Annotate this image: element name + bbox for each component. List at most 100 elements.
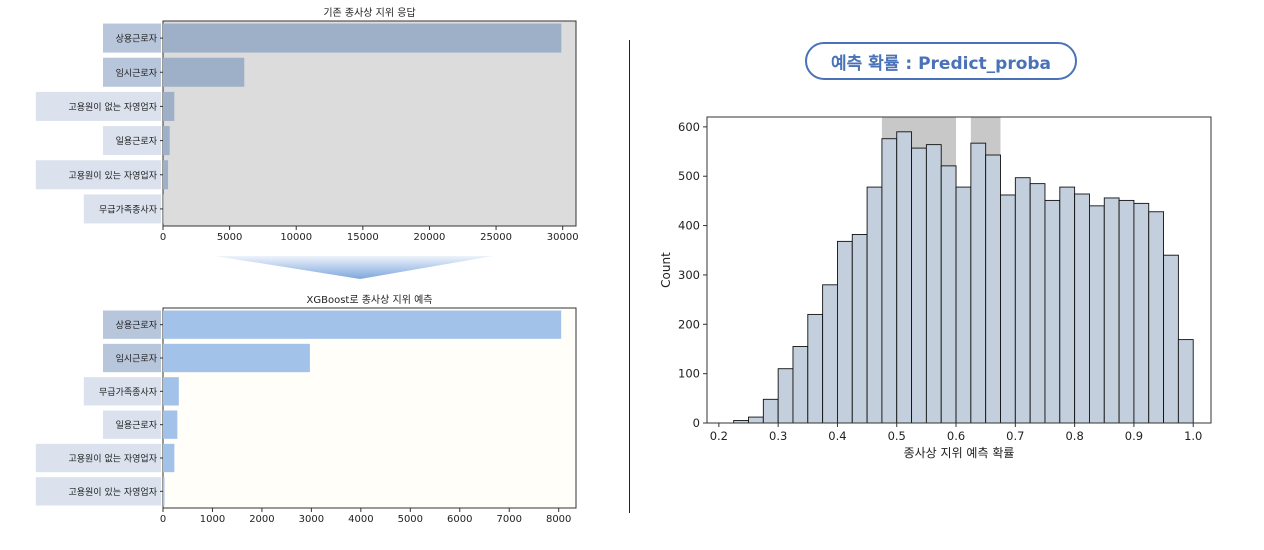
histogram-bar bbox=[807, 313, 824, 424]
histogram-xtick-label: 1.0 bbox=[1184, 429, 1202, 443]
top-chart-category-chip bbox=[35, 160, 161, 190]
histogram-xtick-label: 0.5 bbox=[888, 429, 906, 443]
histogram-bar bbox=[748, 416, 764, 424]
top-chart-xtick-label: 0 bbox=[160, 232, 166, 243]
bottom-chart-category-chip bbox=[103, 343, 161, 373]
histogram-ytick-label: 100 bbox=[678, 367, 700, 381]
bottom-chart-xtick-label: 5000 bbox=[398, 514, 423, 525]
funnel-arrow bbox=[215, 256, 493, 279]
top-chart-category-label: 상용근로자 bbox=[116, 34, 158, 45]
histogram-ytick-label: 200 bbox=[678, 317, 700, 331]
top-chart-xtick-label: 30000 bbox=[547, 232, 579, 243]
top-chart-xtick-label: 10000 bbox=[280, 232, 312, 243]
top-chart-title: 기존 종사상 지위 응답 bbox=[323, 6, 415, 19]
histogram-bar bbox=[1059, 186, 1076, 424]
histogram-xtick-label: 0.4 bbox=[828, 429, 846, 443]
top-chart-bar bbox=[163, 23, 562, 53]
bottom-chart-bar bbox=[163, 310, 562, 339]
bottom-chart-xtick-label: 1000 bbox=[200, 514, 225, 525]
predict-proba-badge: 예측 확률 : Predict_proba bbox=[805, 42, 1077, 80]
bottom-chart-xtick-label: 4000 bbox=[348, 514, 373, 525]
top-chart-category-chip bbox=[103, 23, 161, 53]
badge-label: 예측 확률 : Predict_proba bbox=[830, 53, 1052, 74]
top-chart-category-label: 일용근로자 bbox=[116, 136, 158, 147]
histogram-bar bbox=[1044, 199, 1061, 424]
histogram-bar bbox=[925, 144, 942, 424]
bottom-chart-category-label: 임시근로자 bbox=[116, 353, 158, 365]
histogram-xlabel: 종사상 지위 예측 확률 bbox=[904, 446, 1015, 460]
histogram-bar bbox=[1088, 205, 1105, 424]
top-chart-category-chip bbox=[35, 91, 161, 121]
histogram-bar bbox=[836, 240, 853, 424]
top-chart-category-chip bbox=[83, 194, 161, 224]
panel-divider bbox=[629, 40, 630, 513]
top-chart-bar bbox=[163, 194, 164, 224]
histogram-ytick-label: 500 bbox=[678, 169, 700, 183]
histogram-bar bbox=[1029, 183, 1046, 424]
histogram-bar bbox=[955, 186, 972, 424]
bottom-chart-category-chip bbox=[35, 477, 161, 506]
histogram-bar bbox=[1000, 194, 1016, 424]
histogram-bar bbox=[1148, 211, 1165, 424]
histogram-bar bbox=[985, 154, 1001, 424]
top-chart-bar bbox=[163, 57, 245, 87]
histogram-ytick-label: 0 bbox=[693, 416, 700, 430]
bottom-chart-xtick-label: 2000 bbox=[249, 514, 274, 525]
histogram-bar bbox=[1074, 193, 1090, 424]
top-chart-xtick-label: 15000 bbox=[347, 232, 379, 243]
bottom-chart-bar bbox=[163, 377, 179, 406]
bottom-chart-plot-area bbox=[162, 307, 577, 509]
histogram-bar bbox=[777, 368, 794, 424]
histogram-bar bbox=[911, 147, 927, 424]
bottom-chart-category-label: 무급가족종사자 bbox=[99, 387, 158, 398]
histogram-xtick-label: 0.6 bbox=[947, 429, 965, 443]
histogram-bar bbox=[822, 284, 838, 424]
top-chart-bar bbox=[163, 160, 169, 190]
histogram-bar bbox=[1014, 177, 1031, 424]
top-chart-category-label: 임시근로자 bbox=[116, 67, 158, 79]
bottom-chart-category-label: 일용근로자 bbox=[116, 420, 158, 431]
bottom-chart-category-label: 상용근로자 bbox=[116, 320, 158, 331]
bottom-chart-xtick-label: 8000 bbox=[546, 514, 571, 525]
bottom-chart-xtick-label: 0 bbox=[160, 514, 166, 525]
top-chart-category-chip bbox=[103, 57, 161, 87]
histogram-ytick-label: 400 bbox=[678, 219, 700, 233]
top-chart-xtick-label: 20000 bbox=[414, 232, 446, 243]
top-chart-plot-area bbox=[162, 20, 577, 227]
top-chart-category-label: 고용원이 없는 자영업자 bbox=[68, 102, 157, 113]
bottom-chart-bar bbox=[163, 443, 175, 473]
top-chart-bar bbox=[163, 126, 170, 156]
bottom-chart-bar bbox=[163, 343, 310, 373]
histogram-frame bbox=[706, 116, 1212, 424]
bottom-chart-xtick-label: 7000 bbox=[497, 514, 522, 525]
top-chart-category-chip bbox=[103, 126, 161, 156]
bottom-chart-category-chip bbox=[35, 443, 161, 473]
histogram-bar bbox=[1133, 202, 1150, 424]
histogram-bar bbox=[792, 346, 809, 424]
histogram-ytick-label: 600 bbox=[678, 120, 700, 134]
bottom-chart-xtick-label: 6000 bbox=[447, 514, 472, 525]
bottom-chart-bar bbox=[163, 477, 165, 506]
top-chart-category-label: 무급가족종사자 bbox=[99, 204, 158, 215]
histogram-bar bbox=[1118, 199, 1135, 424]
histogram-bar bbox=[851, 234, 868, 424]
top-chart-xtick-label: 5000 bbox=[217, 232, 242, 243]
histogram-bar bbox=[970, 142, 987, 424]
histogram-xtick-label: 0.8 bbox=[1065, 429, 1083, 443]
bottom-chart-bar bbox=[163, 410, 178, 439]
top-chart-category-label: 고용원이 있는 자영업자 bbox=[68, 169, 157, 181]
histogram-ytick-label: 300 bbox=[678, 268, 700, 282]
histogram-bar bbox=[762, 398, 779, 424]
histogram-bar bbox=[940, 165, 957, 424]
top-chart-xtick-label: 25000 bbox=[480, 232, 512, 243]
histogram-bar bbox=[896, 131, 913, 424]
histogram-bar bbox=[1163, 254, 1179, 424]
histogram-xtick-label: 0.2 bbox=[710, 429, 728, 443]
histogram-ylabel: Count bbox=[659, 252, 673, 288]
bottom-chart-category-chip bbox=[103, 410, 161, 439]
bottom-chart-category-label: 고용원이 없는 자영업자 bbox=[68, 454, 157, 465]
bottom-chart-category-label: 고용원이 있는 자영업자 bbox=[68, 486, 157, 498]
histogram-bar bbox=[881, 138, 898, 424]
histogram-bar bbox=[1177, 339, 1194, 424]
